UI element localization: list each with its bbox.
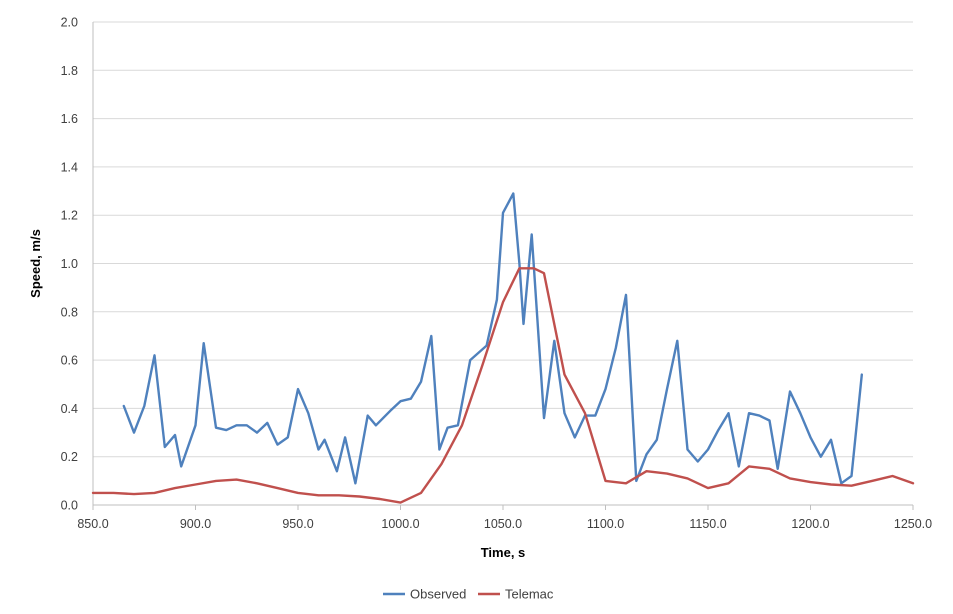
x-tick-label: 1150.0 <box>689 517 726 531</box>
y-tick-label: 2.0 <box>61 16 78 30</box>
axes <box>92 22 914 510</box>
tick-labels: 0.0 0.2 0.4 0.6 0.8 1.0 1.2 1.4 1.6 1.8 2.0 850.0 90… <box>61 16 933 532</box>
series-lines <box>91 192 915 504</box>
y-tick-label: 0.4 <box>61 402 78 416</box>
legend: Observed Telemac <box>383 587 554 602</box>
x-tick-label: 1100.0 <box>587 517 624 531</box>
legend-label: Observed <box>410 587 466 602</box>
y-tick-label: 1.6 <box>61 112 78 126</box>
legend-item-telemac: Telemac <box>478 587 554 602</box>
x-tick-label: 1050.0 <box>484 517 522 531</box>
y-tick-label: 1.8 <box>61 64 78 78</box>
x-tick-label: 900.0 <box>180 517 211 531</box>
series-line-observed <box>122 192 863 485</box>
series-line-telemac <box>91 267 915 504</box>
legend-item-observed: Observed <box>383 587 466 602</box>
y-axis-title: Speed, m/s <box>28 229 43 298</box>
x-tick-label: 1000.0 <box>381 517 419 531</box>
x-axis-title: Time, s <box>481 545 526 560</box>
x-tick-label: 1200.0 <box>791 517 829 531</box>
y-tick-label: 0.0 <box>61 499 78 513</box>
y-tick-label: 1.4 <box>61 160 78 174</box>
y-tick-label: 1.2 <box>61 209 78 223</box>
x-tick-label: 850.0 <box>77 517 108 531</box>
y-tick-label: 0.8 <box>61 305 78 319</box>
x-tick-label: 950.0 <box>282 517 313 531</box>
y-tick-label: 0.2 <box>61 450 78 464</box>
x-tick-label: 1250.0 <box>894 517 932 531</box>
legend-label: Telemac <box>505 587 554 602</box>
y-tick-label: 0.6 <box>61 354 78 368</box>
y-tick-label: 1.0 <box>61 257 78 271</box>
